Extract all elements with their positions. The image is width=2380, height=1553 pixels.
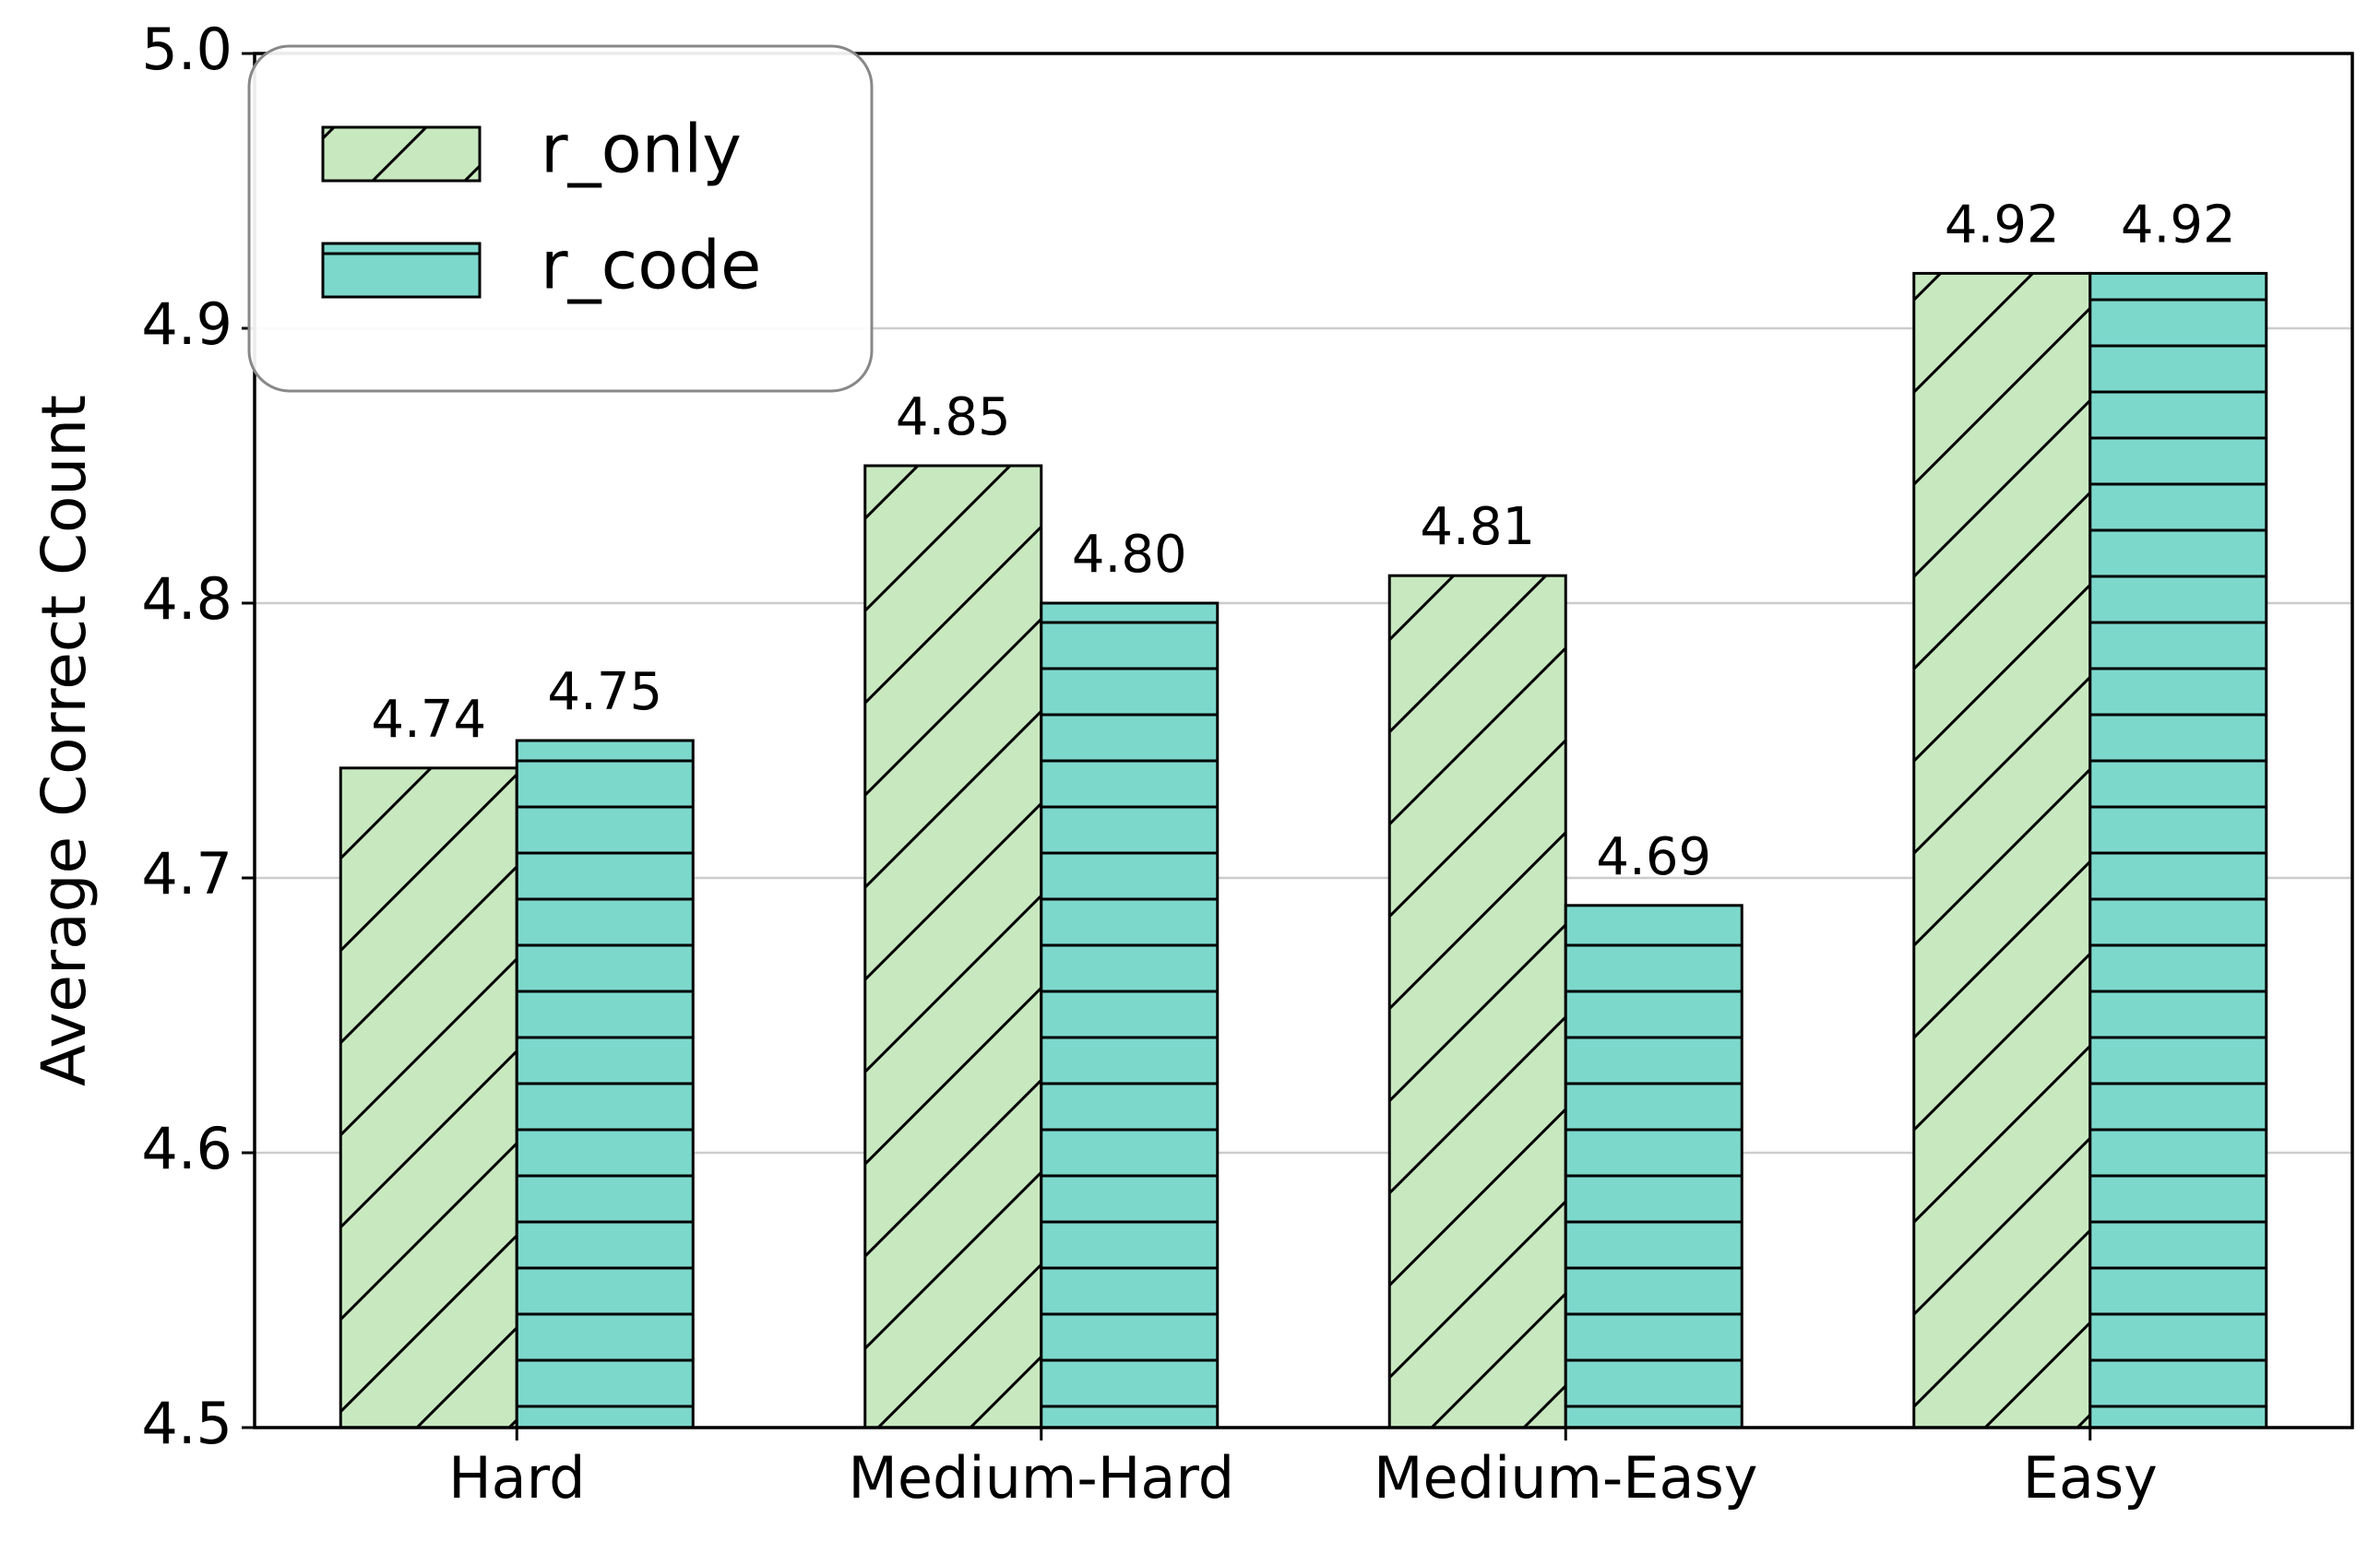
bar-r_only (1387, 574, 1567, 1429)
x-tick-label: Hard (448, 1444, 585, 1512)
bars (339, 271, 2268, 1429)
legend-swatch-r_only (321, 125, 482, 183)
y-tick-label: 4.7 (141, 840, 232, 907)
bar-r_code (2088, 271, 2268, 1429)
data-labels: 4.74 4.75 4.85 4.80 4.81 4.69 4.92 4.92 (371, 195, 2235, 886)
bar-r_code (515, 739, 695, 1429)
legend-box (247, 44, 874, 393)
y-tick-label: 4.5 (141, 1390, 232, 1457)
legend-swatch-r_code (321, 242, 482, 299)
bar-r_only (339, 766, 518, 1429)
y-tick-label: 4.6 (141, 1115, 232, 1182)
legend-label-r_code: r_code (541, 227, 761, 304)
data-label-r_code: 4.92 (2121, 195, 2236, 255)
bar-r_only (863, 464, 1043, 1429)
legend-label-r_only: r_only (541, 111, 742, 188)
legend: r_only r_code (247, 44, 874, 393)
y-axis-label: Average Correct Count (29, 395, 100, 1086)
y-tick-label: 4.8 (141, 565, 232, 633)
bar-r_code (1040, 601, 1220, 1429)
x-tick-label: Medium-Hard (848, 1444, 1234, 1512)
data-label-r_code: 4.69 (1596, 827, 1711, 887)
data-label-r_only: 4.74 (371, 690, 486, 750)
data-label-r_only: 4.81 (1420, 497, 1535, 557)
data-label-r_only: 4.85 (896, 387, 1011, 447)
plot-frame (253, 52, 2354, 1429)
x-tick-label: Medium-Easy (1374, 1444, 1757, 1512)
bar-r_code (1564, 904, 1743, 1429)
bar-r_only (1912, 271, 2092, 1429)
data-label-r_code: 4.75 (547, 662, 662, 722)
y-tick-label: 4.9 (141, 290, 232, 358)
data-label-r_code: 4.80 (1072, 525, 1187, 585)
y-tick-label: 5.0 (141, 16, 232, 83)
x-tick-label: Easy (2023, 1444, 2158, 1512)
data-label-r_only: 4.92 (1945, 195, 2060, 255)
axes: 4.5 4.6 4.7 4.8 4.9 5.0 Hard Medium-Hard Medium-… (141, 16, 2157, 1512)
